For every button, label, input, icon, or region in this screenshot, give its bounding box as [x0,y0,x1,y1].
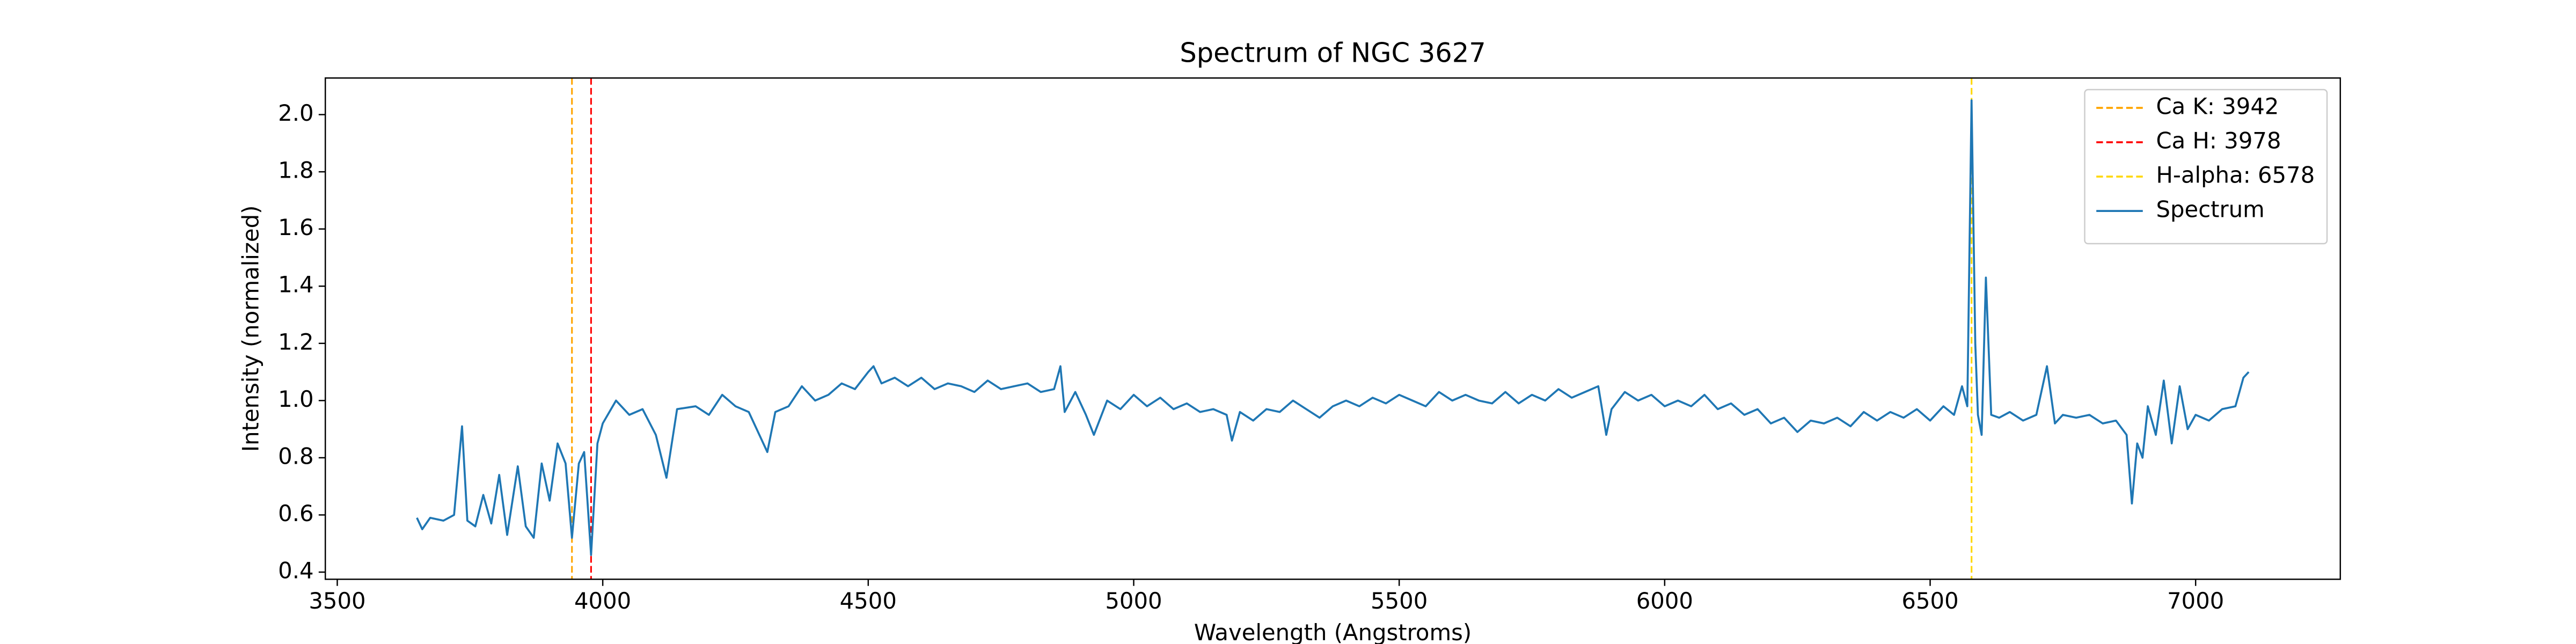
x-tick-label: 3500 [309,588,365,614]
y-tick-label: 0.8 [278,443,313,469]
legend-box [2084,89,2328,245]
y-tick-label: 1.2 [278,328,313,355]
y-tick-label: 0.4 [278,558,313,584]
plot-frame [324,77,2341,580]
legend-label: H-alpha: 6578 [2156,162,2315,188]
x-tick-label: 6000 [1636,588,1693,614]
y-tick-label: 1.8 [278,157,313,184]
spectrum-line [416,99,2250,556]
x-tick-label: 7000 [2167,588,2224,614]
x-tick-label: 5500 [1371,588,1428,614]
y-tick-label: 1.6 [278,214,313,240]
chart-title: Spectrum of NGC 3627 [1180,38,1485,69]
x-axis-label: Wavelength (Angstroms) [1194,619,1472,644]
y-tick-label: 0.6 [278,500,313,526]
legend-label: Ca K: 3942 [2156,93,2279,120]
legend-label: Spectrum [2156,196,2265,223]
x-tick-label: 5000 [1105,588,1162,614]
y-tick-label: 1.4 [278,272,313,298]
x-tick-label: 6500 [1901,588,1958,614]
y-tick-label: 1.0 [278,386,313,412]
x-tick-label: 4000 [574,588,631,614]
x-tick-label: 4500 [840,588,897,614]
y-tick-label: 2.0 [278,100,313,126]
y-axis-label: Intensity (normalized) [238,206,264,452]
legend-label: Ca H: 3978 [2156,128,2281,154]
